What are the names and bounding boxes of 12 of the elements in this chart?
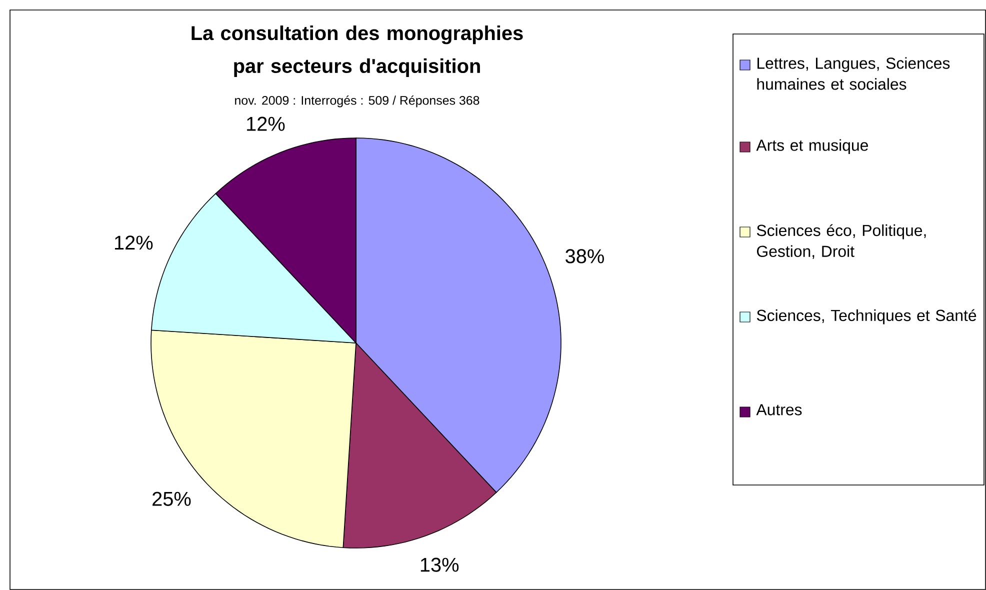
legend-label: Arts et musique (756, 139, 868, 154)
legend-label: Lettres, Langues, Sciences humaines et sociales (757, 57, 950, 90)
data-label: 13% (420, 558, 459, 572)
legend-label: Autres (756, 404, 802, 416)
data-label: 12% (114, 236, 153, 250)
data-label: 12% (247, 116, 285, 131)
data-label: 38% (566, 249, 604, 264)
chart-title: La consultation des monographies par secteurs d'acquisition (192, 26, 523, 77)
data-label: 25% (152, 492, 191, 506)
text: nov. 2009 : Interrogés : 509 / Réponses 368 (235, 96, 480, 108)
legend-label: Sciences, Techniques et Santé (756, 309, 976, 324)
legend-label: Sciences éco, Politique, Gestion, Droit (756, 224, 926, 259)
